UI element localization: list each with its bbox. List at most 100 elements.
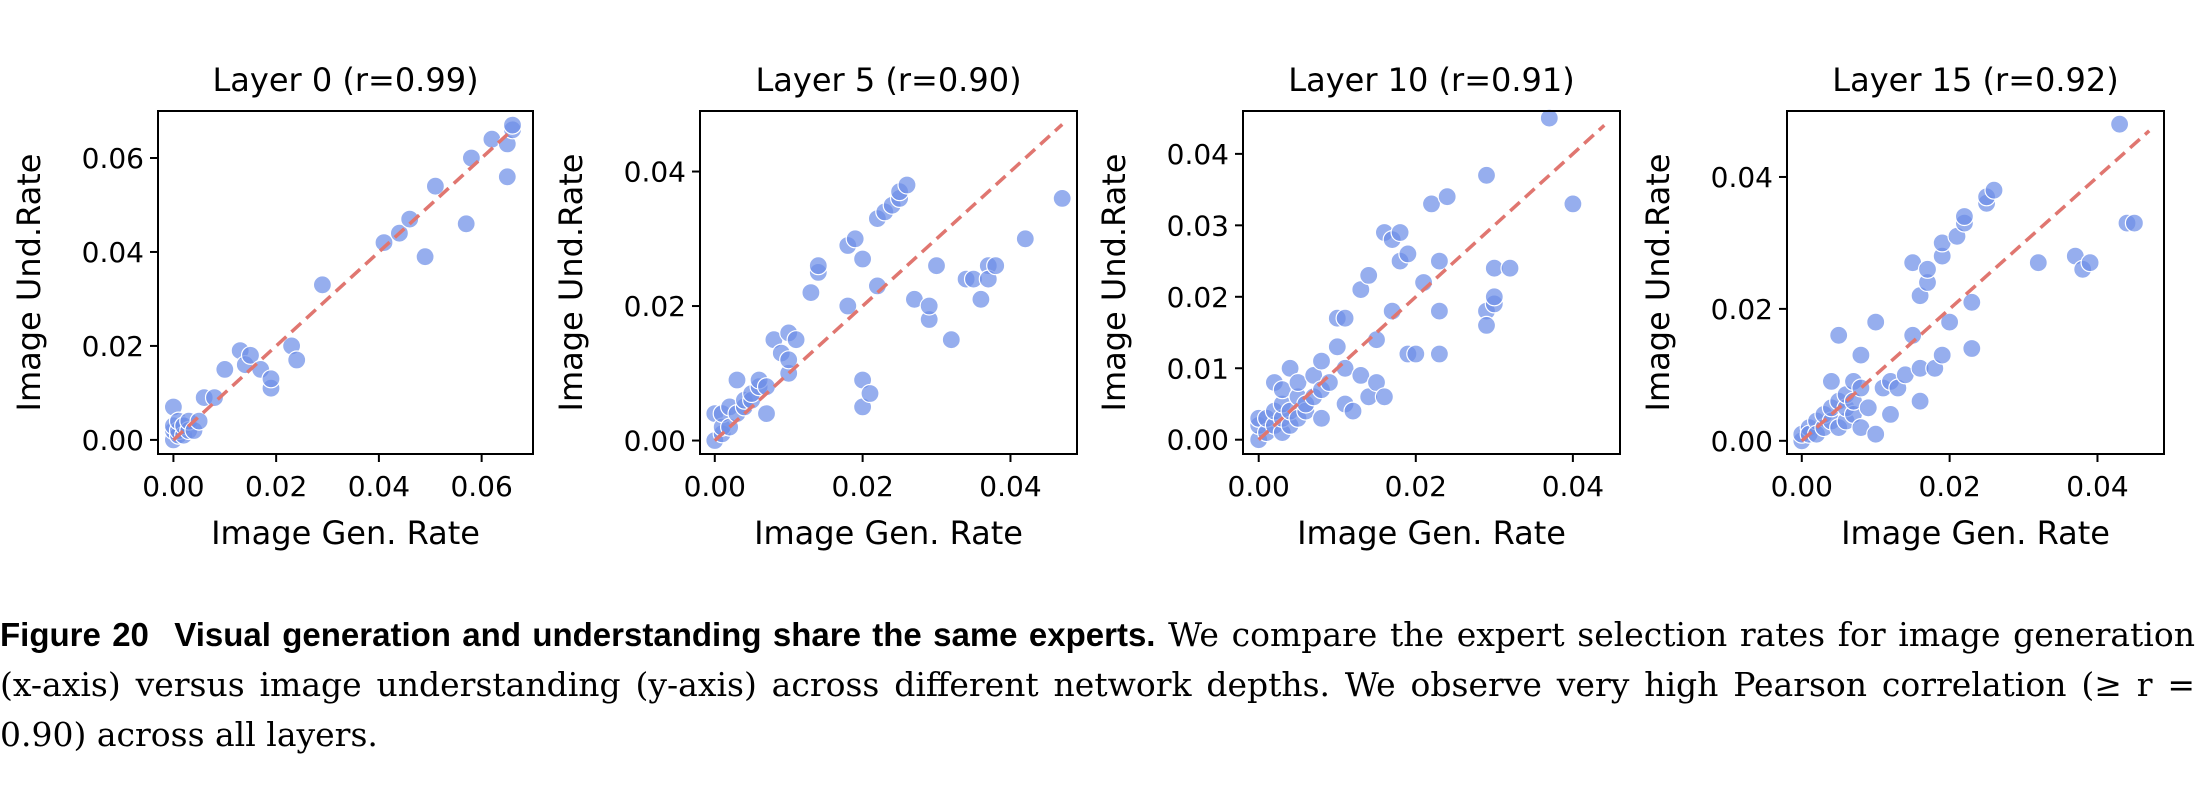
data-point bbox=[1406, 344, 1426, 364]
data-point bbox=[502, 115, 523, 135]
x-tick-label: 0.02 bbox=[1385, 470, 1447, 503]
y-tick-label: 0.04 bbox=[624, 156, 686, 189]
x-tick-label: 0.00 bbox=[1771, 470, 1833, 503]
x-tick-label: 0.00 bbox=[684, 470, 746, 503]
data-point bbox=[1421, 194, 1442, 214]
panel-title: Layer 0 (r=0.99) bbox=[212, 61, 478, 99]
data-point bbox=[1903, 325, 1923, 345]
data-point bbox=[400, 209, 420, 229]
scatter-panel-1: Layer 5 (r=0.90) 0.00 0.02 0.04 0.00 0.02 0.04… bbox=[552, 61, 1078, 552]
data-point bbox=[971, 289, 991, 309]
y-tick-label: 0.04 bbox=[82, 236, 144, 269]
data-point bbox=[497, 167, 517, 187]
data-point bbox=[1939, 312, 1960, 332]
panel-title: Layer 15 (r=0.92) bbox=[1832, 61, 2118, 99]
y-tick-label: 0.03 bbox=[1167, 209, 1229, 242]
y-tick-label: 0.02 bbox=[1167, 281, 1229, 314]
x-axis-label: Image Gen. Rate bbox=[211, 514, 480, 552]
y-tick-label: 0.01 bbox=[1167, 352, 1229, 385]
data-point bbox=[461, 148, 481, 168]
data-point bbox=[1359, 265, 1379, 285]
y-tick-label: 0.04 bbox=[1711, 161, 1773, 194]
data-point bbox=[2080, 253, 2100, 273]
data-point bbox=[374, 233, 394, 253]
data-point bbox=[1917, 259, 1938, 279]
x-tick-label: 0.04 bbox=[348, 470, 410, 503]
y-axis-label: Image Und.Rate bbox=[10, 154, 48, 412]
data-point bbox=[1351, 365, 1371, 385]
data-point bbox=[808, 256, 828, 276]
data-point bbox=[1821, 371, 1842, 391]
fit-line bbox=[1800, 129, 2151, 443]
data-point bbox=[1311, 408, 1332, 428]
data-point bbox=[1954, 206, 1975, 227]
x-tick-label: 0.04 bbox=[1542, 470, 1604, 503]
panel-title: Layer 5 (r=0.90) bbox=[755, 61, 1021, 99]
y-tick-label: 0.00 bbox=[1167, 424, 1229, 457]
x-tick-label: 0.02 bbox=[1918, 470, 1980, 503]
data-point bbox=[779, 350, 799, 370]
data-point bbox=[1984, 180, 2004, 200]
data-point bbox=[801, 283, 821, 303]
y-axis-label: Image Und.Rate bbox=[1095, 154, 1133, 412]
x-tick-label: 0.02 bbox=[245, 470, 307, 503]
data-point bbox=[415, 247, 435, 267]
data-point bbox=[1563, 194, 1583, 214]
data-point bbox=[1476, 315, 1497, 335]
data-point bbox=[1374, 387, 1395, 407]
scatter-panel-2: Layer 10 (r=0.91) 0.00 0.02 0.04 0.00 0.01 0.0… bbox=[1095, 61, 1621, 552]
data-point bbox=[2028, 253, 2048, 273]
axes-frame bbox=[1786, 110, 2165, 455]
caption-heading: Visual generation and understanding shar… bbox=[174, 616, 1156, 653]
data-point bbox=[1429, 344, 1450, 364]
data-point bbox=[240, 345, 261, 365]
data-point bbox=[1910, 391, 1930, 411]
y-tick-label: 0.02 bbox=[82, 330, 144, 363]
data-point bbox=[1880, 404, 1901, 424]
data-point bbox=[919, 296, 939, 316]
data-point bbox=[1429, 301, 1450, 321]
data-point bbox=[1858, 398, 1878, 418]
data-point bbox=[845, 229, 865, 249]
data-point bbox=[1484, 287, 1504, 307]
data-point bbox=[1052, 188, 1072, 208]
panel-title: Layer 10 (r=0.91) bbox=[1288, 61, 1574, 99]
data-point bbox=[852, 249, 873, 269]
x-tick-label: 0.04 bbox=[979, 470, 1041, 503]
x-tick-label: 0.04 bbox=[2066, 470, 2128, 503]
axes-frame bbox=[1242, 110, 1621, 455]
data-point bbox=[287, 350, 307, 370]
data-point bbox=[204, 388, 225, 408]
data-point bbox=[1343, 401, 1363, 421]
data-point bbox=[1866, 312, 1886, 332]
data-point bbox=[1437, 187, 1457, 207]
data-point bbox=[1851, 345, 1871, 365]
data-point bbox=[1829, 325, 1849, 345]
axes-frame bbox=[699, 110, 1078, 455]
y-tick-label: 0.06 bbox=[82, 142, 144, 175]
data-point bbox=[897, 175, 917, 195]
figure-caption: Figure 20 Visual generation and understa… bbox=[0, 610, 2195, 760]
scatter-panel-0: Layer 0 (r=0.99) 0.00 0.02 0.04 0.06 0.00 0.02… bbox=[10, 61, 534, 552]
caption-figure-number: Figure 20 bbox=[0, 616, 149, 653]
data-point bbox=[860, 383, 880, 404]
data-point bbox=[1962, 292, 1982, 312]
data-point bbox=[2124, 213, 2144, 233]
data-point bbox=[1962, 338, 1982, 359]
data-point bbox=[1311, 351, 1332, 371]
x-axis-label: Image Gen. Rate bbox=[754, 514, 1023, 552]
fit-line bbox=[713, 123, 1064, 442]
figure-panels: Layer 0 (r=0.99) 0.00 0.02 0.04 0.06 0.00 0.02… bbox=[10, 61, 2165, 552]
data-point bbox=[312, 275, 332, 295]
axes-frame bbox=[157, 110, 534, 455]
scatter-panel-3: Layer 15 (r=0.92) 0.00 0.02 0.04 0.00 0.02 0.0… bbox=[1639, 61, 2165, 552]
data-point bbox=[1015, 229, 1035, 249]
data-point bbox=[1327, 337, 1347, 357]
data-point bbox=[838, 296, 858, 316]
y-tick-label: 0.04 bbox=[1167, 138, 1229, 171]
y-tick-label: 0.00 bbox=[82, 424, 144, 457]
data-point bbox=[1288, 372, 1308, 393]
scatter-figure-svg: Layer 0 (r=0.99) 0.00 0.02 0.04 0.06 0.00 0.02… bbox=[10, 61, 2165, 552]
data-point bbox=[1335, 308, 1355, 328]
data-point bbox=[1866, 424, 1886, 444]
